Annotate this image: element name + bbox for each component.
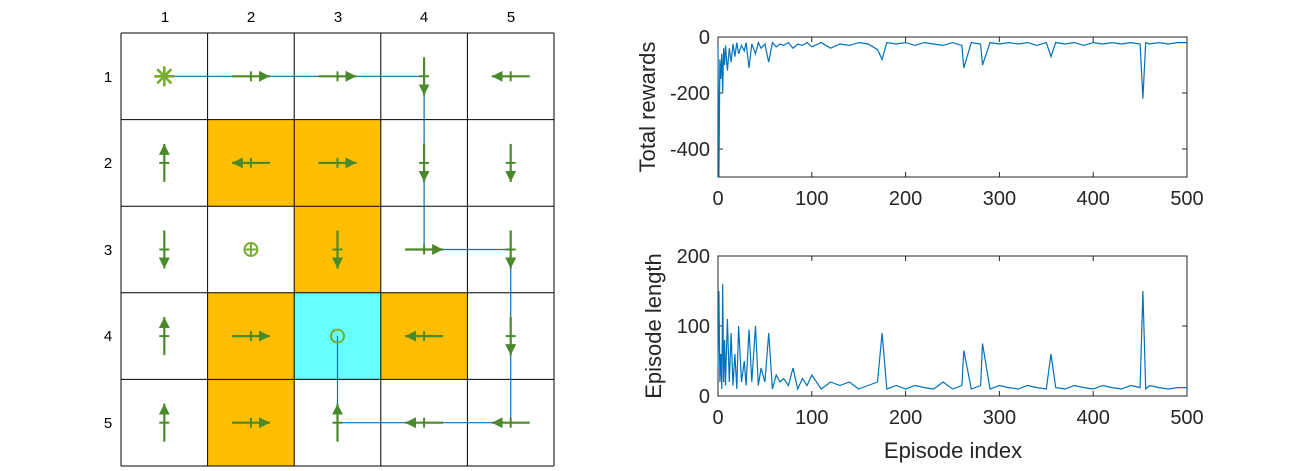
circle-target-icon	[330, 328, 345, 344]
row-label-1: 1	[104, 69, 112, 86]
rewards-x-tick-label: 100	[795, 188, 828, 210]
policy-arrow-left-r1-c5	[491, 70, 530, 82]
length-x-tick-label: 400	[1077, 407, 1110, 429]
policy-arrow-right-r1-c2	[231, 70, 270, 82]
asterisk-start-icon	[154, 66, 175, 87]
policy-arrow-up-r5-c1	[158, 403, 170, 442]
policy-arrow-down-r1-c4	[418, 57, 430, 96]
policy-arrow-left-r2-c2	[231, 157, 270, 169]
policy-arrow-down-r4-c5	[505, 317, 517, 356]
policy-arrow-left-r5-c4	[405, 417, 444, 429]
col-label-4: 4	[420, 9, 428, 26]
rewards-axes-box	[717, 36, 1188, 178]
length-x-tick-label: 500	[1170, 407, 1203, 429]
policy-arrow-left-r5-c5	[491, 417, 530, 429]
rewards-x-tick-label: 200	[889, 188, 922, 210]
rewards-x-tick-label: 400	[1077, 188, 1110, 210]
length-x-axis-label: Episode index	[884, 438, 1022, 463]
rewards-y-tick-label: -200	[670, 83, 710, 105]
length-y-axis-label: Episode length	[641, 253, 666, 399]
grid-markers	[154, 66, 345, 344]
policy-arrow-down-r2-c4	[418, 143, 430, 182]
policy-arrow-down-r3-c1	[158, 230, 170, 269]
length-y-tick-label: 100	[677, 316, 710, 338]
grid-cells	[121, 33, 554, 466]
row-label-2: 2	[104, 155, 112, 172]
row-label-4: 4	[104, 328, 112, 345]
circle-plus-icon	[243, 242, 259, 257]
policy-arrow-right-r5-c2	[231, 417, 270, 429]
length-x-tick-label: 200	[889, 407, 922, 429]
col-label-2: 2	[247, 9, 255, 26]
row-label-5: 5	[104, 415, 112, 432]
grid-world-panel: 1 2 3 4 5 1 2 3 4 5	[104, 9, 555, 467]
length-axes-box	[717, 255, 1188, 397]
policy-arrow-down-r3-c5	[505, 230, 517, 269]
policy-arrow-right-r3-c4	[405, 244, 444, 255]
length-x-tick-label: 100	[795, 407, 828, 429]
rewards-y-tick-label: -400	[670, 139, 710, 161]
col-label-3: 3	[334, 9, 342, 26]
policy-arrow-right-r1-c3	[318, 70, 357, 82]
rewards-plot-area: 0 100 200 300 400 500 0 -200 -400	[670, 27, 1204, 210]
policy-arrow-up-r5-c3	[332, 403, 343, 442]
length-x-tick-label: 300	[983, 407, 1016, 429]
col-label-5: 5	[507, 9, 515, 26]
policy-arrow-up-r2-c1	[158, 143, 170, 182]
policy-arrow-down-r3-c3	[332, 230, 343, 269]
length-series-line	[717, 283, 1187, 391]
length-plot-area: 0 100 200 300 400 500 0 100 200	[677, 246, 1204, 429]
rewards-y-axis-label: Total rewards	[635, 42, 660, 173]
policy-arrow-down-r2-c5	[505, 143, 517, 182]
policy-arrow-left-r4-c4	[405, 330, 444, 342]
policy-arrow-right-r4-c2	[231, 330, 270, 342]
rewards-x-tick-label: 0	[712, 188, 723, 210]
col-label-1: 1	[161, 9, 169, 26]
total-rewards-chart: 0 100 200 300 400 500 0 -200 -400 Total rewards	[635, 27, 1204, 210]
policy-arrow-up-r4-c1	[158, 317, 170, 356]
rewards-x-tick-label: 300	[983, 188, 1016, 210]
row-label-3: 3	[104, 242, 112, 259]
rewards-series-line	[717, 40, 1187, 178]
policy-arrows	[158, 57, 530, 442]
grid-lines	[120, 32, 555, 467]
length-x-tick-label: 0	[712, 407, 723, 429]
policy-arrow-right-r2-c3	[318, 157, 357, 169]
length-y-tick-label: 200	[677, 246, 710, 268]
episode-length-chart: 0 100 200 300 400 500 0 100 200 Episode length E…	[641, 246, 1204, 463]
length-y-tick-label: 0	[699, 386, 710, 408]
rewards-x-tick-label: 500	[1170, 188, 1203, 210]
rewards-y-tick-label: 0	[699, 27, 710, 49]
